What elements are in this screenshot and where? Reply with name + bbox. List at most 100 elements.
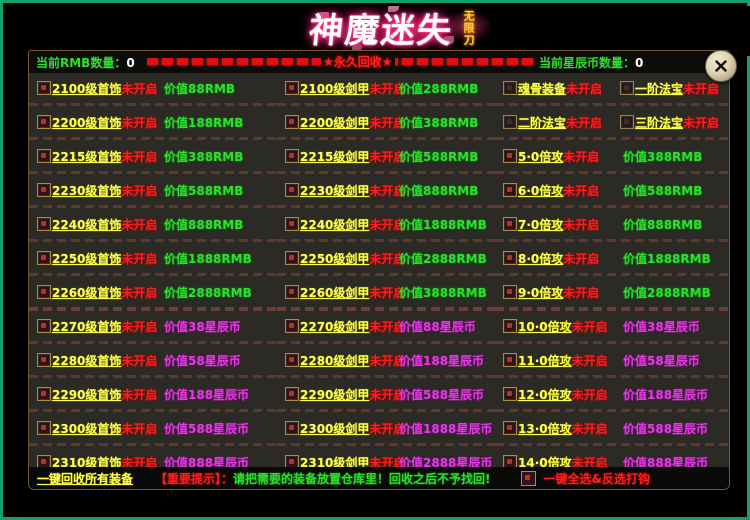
- item-name[interactable]: 8·0倍攻: [518, 251, 564, 266]
- item-name[interactable]: 2270级剑甲: [300, 319, 370, 334]
- item-name[interactable]: 2215级首饰: [52, 149, 122, 164]
- item-name[interactable]: 7·0倍攻: [518, 217, 564, 232]
- separator-dash: [57, 443, 66, 446]
- item-name[interactable]: 6·0倍攻: [518, 183, 564, 198]
- select-all-label[interactable]: 一键全选&反选打钩: [543, 471, 650, 486]
- item-price: 价值588RMB: [164, 183, 244, 198]
- dash-segment: [297, 58, 308, 65]
- item-checkbox[interactable]: [503, 353, 517, 367]
- item-name[interactable]: 一阶法宝: [635, 81, 684, 96]
- item-checkbox[interactable]: [285, 353, 299, 367]
- item-name[interactable]: 2215级剑甲: [300, 149, 370, 164]
- separator-dash: [225, 103, 234, 106]
- item-checkbox[interactable]: [285, 217, 299, 231]
- item-checkbox[interactable]: [37, 285, 51, 299]
- item-checkbox[interactable]: [37, 183, 51, 197]
- separator-dash: [537, 307, 546, 311]
- separator-dash: [333, 171, 342, 174]
- item-name[interactable]: 2200级剑甲: [300, 115, 370, 130]
- separator-dash: [239, 409, 248, 412]
- separator-dash: [361, 137, 370, 140]
- item-name[interactable]: 2100级首饰: [52, 81, 122, 96]
- item-name[interactable]: 13·0倍攻: [518, 421, 572, 436]
- item-name[interactable]: 12·0倍攻: [518, 387, 572, 402]
- close-button[interactable]: [705, 50, 737, 82]
- item-name[interactable]: 2280级首饰: [52, 353, 122, 368]
- item-checkbox[interactable]: [37, 217, 51, 231]
- item-row: 2310级首饰 未开启 价值888星辰币: [29, 447, 277, 477]
- item-checkbox[interactable]: [503, 421, 517, 435]
- item-name[interactable]: 2250级剑甲: [300, 251, 370, 266]
- item-name[interactable]: 2240级首饰: [52, 217, 122, 232]
- item-checkbox[interactable]: [285, 149, 299, 163]
- item-checkbox[interactable]: [37, 251, 51, 265]
- item-checkbox[interactable]: [37, 353, 51, 367]
- item-name[interactable]: 2260级剑甲: [300, 285, 370, 300]
- item-checkbox[interactable]: [503, 115, 517, 129]
- item-name[interactable]: 2200级首饰: [52, 115, 122, 130]
- item-name[interactable]: 10·0倍攻: [518, 319, 572, 334]
- item-status: 未开启: [369, 149, 406, 164]
- item-checkbox[interactable]: [503, 183, 517, 197]
- separator-dash: [677, 409, 686, 412]
- item-checkbox[interactable]: [285, 115, 299, 129]
- item-checkbox[interactable]: [620, 115, 635, 129]
- separator-dash: [127, 375, 136, 378]
- item-checkbox[interactable]: [620, 81, 635, 95]
- item-name[interactable]: 2280级剑甲: [300, 353, 370, 368]
- item-row: 2280级首饰 未开启 价值58星辰币: [29, 345, 277, 375]
- item-checkbox[interactable]: [503, 319, 517, 333]
- item-checkbox[interactable]: [37, 149, 51, 163]
- item-checkbox[interactable]: [503, 251, 517, 265]
- item-name[interactable]: 2290级剑甲: [300, 387, 370, 402]
- separator-dash: [155, 273, 164, 276]
- item-checkbox[interactable]: [37, 421, 51, 435]
- select-all-checkbox[interactable]: [520, 470, 536, 486]
- item-checkbox[interactable]: [37, 455, 51, 469]
- item-name[interactable]: 三阶法宝: [635, 115, 684, 130]
- separator-dash: [141, 307, 150, 311]
- recycle-all-button[interactable]: 一键回收所有装备: [37, 471, 134, 486]
- separator-dash: [495, 307, 504, 311]
- separator-dash: [71, 103, 80, 106]
- item-name[interactable]: 2250级首饰: [52, 251, 122, 266]
- item-checkbox[interactable]: [285, 387, 299, 401]
- item-checkbox[interactable]: [37, 387, 51, 401]
- item-name[interactable]: 2230级首饰: [52, 183, 122, 198]
- item-checkbox[interactable]: [285, 285, 299, 299]
- separator-dash: [565, 307, 574, 311]
- item-name[interactable]: 2260级首饰: [52, 285, 122, 300]
- item-name[interactable]: 2100级剑甲: [300, 81, 370, 96]
- item-checkbox[interactable]: [285, 251, 299, 265]
- item-checkbox[interactable]: [37, 115, 51, 129]
- item-name[interactable]: 14·0倍攻: [518, 455, 572, 470]
- item-row: 2240级首饰 未开启 价值888RMB: [29, 209, 277, 239]
- item-checkbox[interactable]: [503, 387, 517, 401]
- item-checkbox[interactable]: [37, 81, 51, 95]
- item-name[interactable]: 2310级首饰: [52, 455, 122, 470]
- item-name[interactable]: 2270级首饰: [52, 319, 122, 334]
- separator-dash: [473, 341, 482, 344]
- item-name[interactable]: 2300级剑甲: [300, 421, 370, 436]
- item-checkbox[interactable]: [503, 81, 517, 95]
- item-name[interactable]: 2310级剑甲: [300, 455, 370, 470]
- item-checkbox[interactable]: [285, 183, 299, 197]
- item-checkbox[interactable]: [285, 81, 299, 95]
- item-checkbox[interactable]: [503, 149, 517, 163]
- item-name[interactable]: 二阶法宝: [518, 115, 567, 130]
- item-name[interactable]: 5·0倍攻: [518, 149, 564, 164]
- item-name[interactable]: 魂骨装备: [518, 81, 567, 96]
- item-checkbox[interactable]: [503, 217, 517, 231]
- item-name[interactable]: 2290级首饰: [52, 387, 122, 402]
- item-checkbox[interactable]: [285, 319, 299, 333]
- permanent-recycle-badge: ★永久回收★: [321, 53, 395, 70]
- item-checkbox[interactable]: [37, 319, 51, 333]
- item-checkbox[interactable]: [285, 421, 299, 435]
- item-name[interactable]: 9·0倍攻: [518, 285, 564, 300]
- item-status: 未开启: [369, 115, 406, 130]
- item-name[interactable]: 11·0倍攻: [518, 353, 572, 368]
- item-name[interactable]: 2240级剑甲: [300, 217, 370, 232]
- item-name[interactable]: 2300级首饰: [52, 421, 122, 436]
- item-name[interactable]: 2230级剑甲: [300, 183, 370, 198]
- item-checkbox[interactable]: [503, 285, 517, 299]
